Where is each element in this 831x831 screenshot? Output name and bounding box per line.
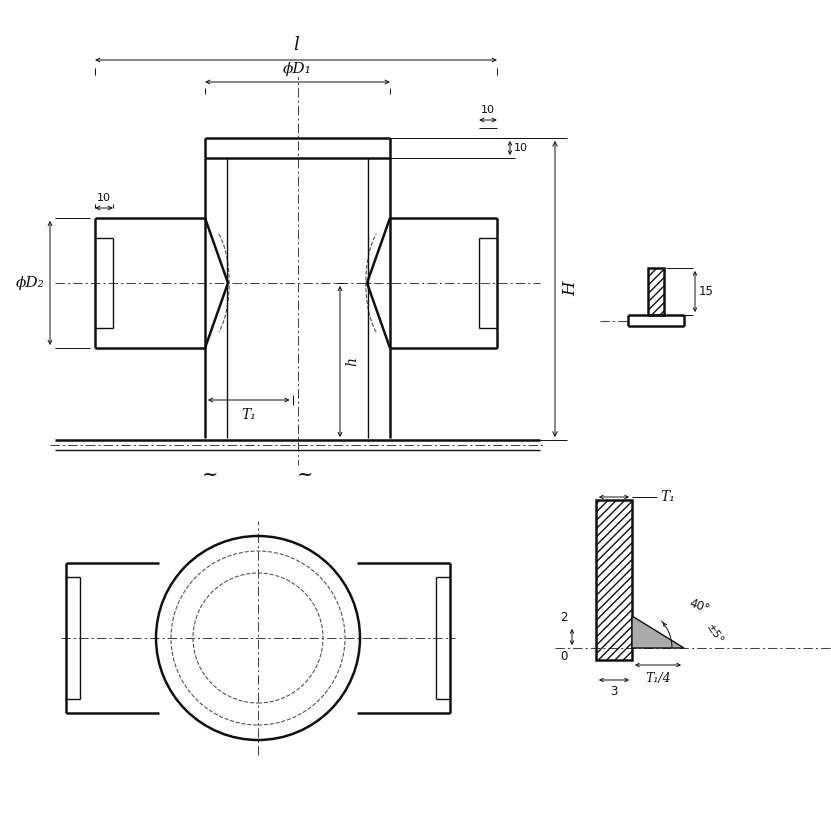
Text: T₁: T₁ bbox=[660, 490, 675, 504]
Text: ±5°: ±5° bbox=[704, 622, 725, 646]
Text: ϕD₁: ϕD₁ bbox=[283, 62, 312, 76]
Text: 3: 3 bbox=[610, 685, 617, 698]
Text: 10: 10 bbox=[514, 143, 528, 153]
Bar bbox=[596, 500, 632, 660]
Text: ~: ~ bbox=[297, 466, 313, 484]
Text: h: h bbox=[345, 357, 359, 366]
Text: 2: 2 bbox=[560, 611, 568, 624]
Text: ϕD₂: ϕD₂ bbox=[17, 276, 45, 290]
Text: 10: 10 bbox=[97, 193, 111, 203]
Polygon shape bbox=[632, 616, 684, 648]
Text: 0: 0 bbox=[561, 650, 568, 663]
Text: T₁/4: T₁/4 bbox=[645, 672, 671, 685]
Text: H: H bbox=[562, 282, 579, 296]
Bar bbox=[648, 268, 664, 315]
Text: 10: 10 bbox=[481, 105, 495, 115]
Text: ~: ~ bbox=[202, 466, 219, 484]
Text: 40°: 40° bbox=[687, 597, 711, 616]
Text: T₁: T₁ bbox=[241, 408, 256, 422]
Text: l: l bbox=[293, 36, 299, 54]
Text: 15: 15 bbox=[699, 285, 714, 298]
